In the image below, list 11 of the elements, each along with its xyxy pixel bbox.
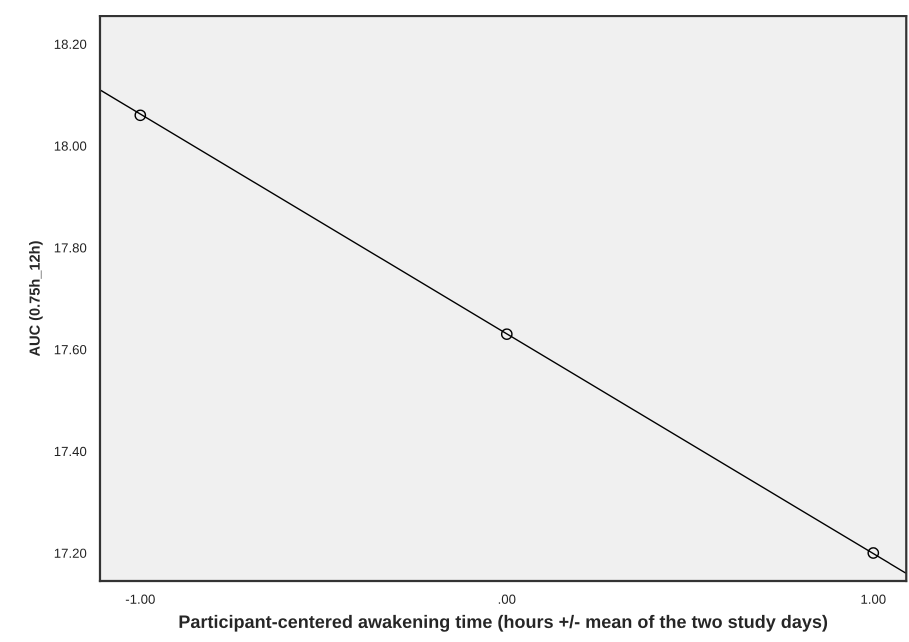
y-tick-label: 17.60 bbox=[54, 344, 86, 354]
x-axis-title: Participant-centered awakening time (hours +/- mean of the two study days) bbox=[180, 614, 828, 632]
y-axis-title: AUC (0.75h_12h) bbox=[29, 241, 43, 356]
y-tick-label: 17.40 bbox=[54, 446, 86, 456]
y-tick-label: 18.00 bbox=[54, 141, 86, 151]
y-tick-label: 17.80 bbox=[54, 243, 86, 253]
x-tick-label: -1.00 bbox=[126, 594, 155, 604]
y-tick-label: 17.20 bbox=[54, 548, 86, 558]
x-tick-label: .00 bbox=[498, 594, 516, 604]
x-tick-label: 1.00 bbox=[861, 594, 886, 604]
y-tick-label: 18.20 bbox=[54, 40, 86, 49]
